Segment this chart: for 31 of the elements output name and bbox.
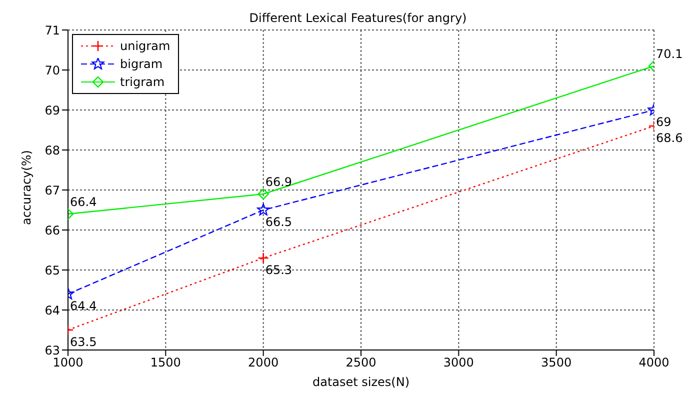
data-label: 70.1	[656, 47, 683, 61]
y-axis-title: accuracy(%)	[19, 150, 34, 225]
x-tick-label: 2500	[346, 356, 376, 370]
x-tick-label: 3500	[541, 356, 572, 370]
legend-label: unigram	[120, 39, 170, 53]
y-tick-label: 65	[44, 263, 60, 278]
x-tick-label: 1500	[150, 356, 181, 370]
x-tick-label: 3000	[443, 356, 474, 370]
data-label: 63.5	[70, 335, 97, 349]
y-tick-label: 63	[44, 343, 60, 358]
y-tick-label: 66	[44, 223, 60, 238]
data-label: 68.6	[656, 131, 683, 145]
data-label: 69	[656, 115, 672, 129]
y-tick-label: 69	[44, 103, 60, 118]
data-label: 65.3	[265, 263, 292, 277]
data-label: 64.4	[70, 299, 97, 313]
chart-title: Different Lexical Features(for angry)	[249, 11, 467, 25]
legend-label: bigram	[120, 57, 163, 71]
legend-label: trigram	[120, 75, 165, 89]
y-tick-label: 68	[44, 143, 60, 158]
x-tick-label: 4000	[638, 356, 670, 370]
y-tick-label: 64	[44, 303, 60, 318]
x-axis-title: dataset sizes(N)	[312, 375, 410, 389]
y-tick-label: 67	[44, 183, 60, 198]
data-label: 66.4	[70, 195, 97, 209]
data-label: 66.9	[265, 175, 292, 189]
y-tick-label: 70	[44, 63, 60, 78]
x-tick-label: 1000	[52, 356, 84, 370]
y-tick-label: 71	[44, 23, 60, 38]
data-label: 66.5	[265, 215, 292, 229]
x-tick-label: 2000	[248, 356, 279, 370]
